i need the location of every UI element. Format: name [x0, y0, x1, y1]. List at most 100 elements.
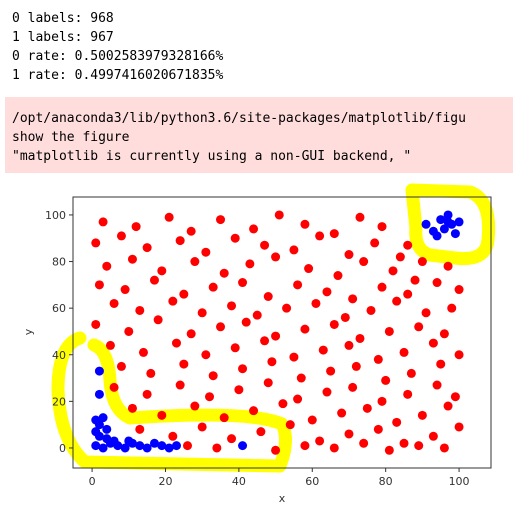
- point: [98, 443, 108, 453]
- point: [454, 285, 464, 295]
- point: [399, 438, 409, 448]
- point: [138, 347, 148, 357]
- point: [201, 247, 211, 257]
- warning-line: show the figure: [12, 130, 130, 145]
- point: [94, 389, 104, 399]
- point: [249, 224, 259, 234]
- point: [142, 443, 152, 453]
- point: [403, 240, 413, 250]
- point: [384, 445, 394, 455]
- highlight: [51, 331, 292, 473]
- y-tick-label: 100: [45, 209, 66, 222]
- point: [377, 396, 387, 406]
- point: [439, 329, 449, 339]
- point: [373, 354, 383, 364]
- point: [135, 305, 145, 315]
- point: [168, 296, 178, 306]
- point: [311, 298, 321, 308]
- point: [337, 408, 347, 418]
- point: [282, 303, 292, 313]
- point: [410, 275, 420, 285]
- point: [94, 420, 104, 430]
- point: [296, 373, 306, 383]
- point: [373, 424, 383, 434]
- point: [344, 340, 354, 350]
- output-line: 1 rate: 0.4997416020671835%: [12, 68, 223, 83]
- output-line: 0 labels: 968: [12, 11, 114, 26]
- point: [359, 438, 369, 448]
- point: [326, 366, 336, 376]
- point: [403, 389, 413, 399]
- warning-line: /opt/anaconda3/lib/python3.6/site-packag…: [12, 111, 466, 126]
- point: [238, 441, 248, 451]
- point: [348, 294, 358, 304]
- point: [300, 441, 310, 451]
- point: [421, 308, 431, 318]
- point: [219, 268, 229, 278]
- point: [436, 359, 446, 369]
- point: [102, 424, 112, 434]
- x-tick-label: 60: [305, 475, 319, 488]
- point: [186, 329, 196, 339]
- point: [406, 368, 416, 378]
- point: [392, 296, 402, 306]
- highlight-strokes: [51, 183, 496, 473]
- point: [271, 331, 281, 341]
- point: [366, 305, 376, 315]
- point: [164, 212, 174, 222]
- point: [271, 445, 281, 455]
- point: [216, 215, 226, 225]
- point: [355, 212, 365, 222]
- point: [395, 252, 405, 262]
- point: [381, 375, 391, 385]
- point: [340, 312, 350, 322]
- point: [377, 282, 387, 292]
- x-tick-label: 100: [449, 475, 470, 488]
- point: [414, 322, 424, 332]
- point: [267, 357, 277, 367]
- point: [414, 441, 424, 451]
- point: [98, 217, 108, 227]
- point: [421, 219, 431, 229]
- point: [124, 326, 134, 336]
- point: [315, 231, 325, 241]
- highlight: [405, 183, 496, 266]
- point: [168, 431, 178, 441]
- point: [428, 431, 438, 441]
- point: [94, 280, 104, 290]
- point: [120, 285, 130, 295]
- point: [135, 424, 145, 434]
- point: [109, 436, 119, 446]
- point: [179, 289, 189, 299]
- point: [447, 303, 457, 313]
- point: [263, 291, 273, 301]
- point: [219, 413, 229, 423]
- point: [348, 382, 358, 392]
- point: [109, 382, 119, 392]
- point: [234, 385, 244, 395]
- point: [443, 210, 453, 220]
- point: [105, 340, 115, 350]
- point: [197, 308, 207, 318]
- point: [179, 359, 189, 369]
- point: [149, 275, 159, 285]
- point: [263, 378, 273, 388]
- point: [417, 257, 427, 267]
- point: [91, 319, 101, 329]
- point: [454, 350, 464, 360]
- point: [278, 399, 288, 409]
- point: [271, 252, 281, 262]
- point: [190, 401, 200, 411]
- point: [307, 415, 317, 425]
- point: [183, 441, 193, 451]
- point: [171, 338, 181, 348]
- point: [157, 266, 167, 276]
- point: [190, 257, 200, 267]
- point: [102, 261, 112, 271]
- point: [157, 441, 167, 451]
- point: [318, 345, 328, 355]
- point: [300, 324, 310, 334]
- point: [370, 238, 380, 248]
- warning-box: [5, 97, 513, 173]
